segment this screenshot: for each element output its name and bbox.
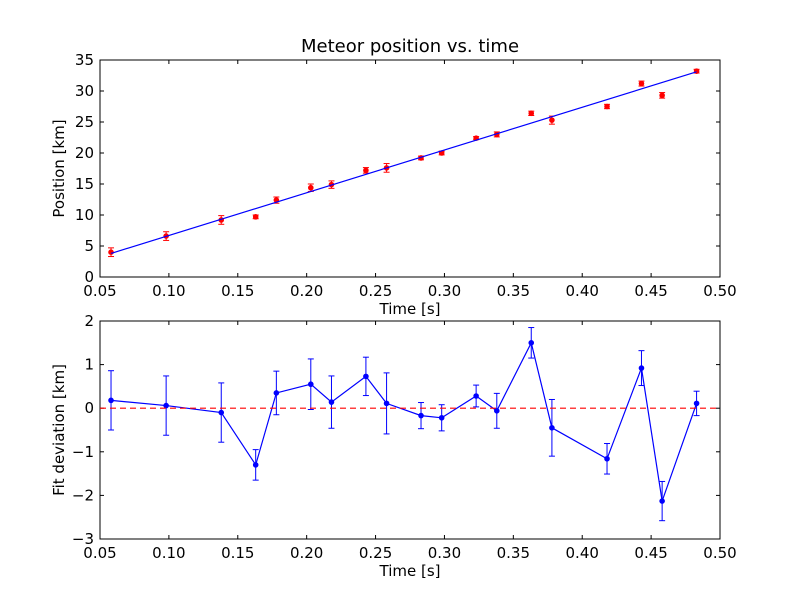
y-tick-label: 0 xyxy=(84,399,94,417)
data-point xyxy=(528,340,535,346)
deviation-line xyxy=(110,341,698,502)
data-point xyxy=(659,92,665,99)
x-axis-label: Time [s] xyxy=(379,300,441,318)
data-point xyxy=(638,365,645,371)
x-tick-label: 0.40 xyxy=(566,282,599,300)
data-point xyxy=(363,167,369,174)
data-point xyxy=(308,381,314,388)
data-point xyxy=(549,425,555,431)
y-tick-label: 10 xyxy=(75,206,94,224)
data-point xyxy=(108,397,114,404)
y-tick-label: 25 xyxy=(75,113,94,131)
x-tick-label: 0.05 xyxy=(83,282,116,300)
y-tick-label: 0 xyxy=(84,268,94,286)
data-point xyxy=(638,80,645,87)
x-tick-label: 0.05 xyxy=(83,544,116,562)
y-axis-label: Fit deviation [km] xyxy=(50,364,68,496)
x-tick-label: 0.45 xyxy=(634,544,667,562)
x-tick-label: 0.20 xyxy=(290,544,323,562)
x-tick-label: 0.25 xyxy=(359,544,392,562)
plot-area xyxy=(108,68,700,258)
y-tick-label: −3 xyxy=(72,530,94,548)
y-tick-label: 20 xyxy=(75,144,94,162)
data-point xyxy=(252,214,259,220)
data-point xyxy=(549,117,555,123)
y-tick-label: 35 xyxy=(75,51,94,69)
x-tick-label: 0.30 xyxy=(428,282,461,300)
data-point xyxy=(418,412,424,419)
y-tick-label: 2 xyxy=(84,312,94,330)
x-tick-label: 0.10 xyxy=(152,282,185,300)
x-axis-label: Time [s] xyxy=(379,562,441,580)
x-tick-label: 0.50 xyxy=(703,282,736,300)
fit-line xyxy=(110,71,697,255)
axes-frame xyxy=(99,320,721,540)
y-tick-label: 1 xyxy=(84,356,94,374)
data-point xyxy=(328,399,335,405)
data-point xyxy=(252,462,259,468)
data-point xyxy=(363,373,369,380)
data-point xyxy=(473,393,479,399)
data-point xyxy=(218,409,225,416)
data-point xyxy=(273,390,280,396)
data-point xyxy=(604,103,610,110)
y-tick-label: 5 xyxy=(84,237,94,255)
data-point xyxy=(604,455,610,462)
data-point xyxy=(659,498,665,504)
x-tick-label: 0.15 xyxy=(221,544,254,562)
plot-area xyxy=(100,327,720,522)
data-point xyxy=(494,408,500,414)
x-tick-label: 0.10 xyxy=(152,544,185,562)
data-point xyxy=(438,414,445,421)
data-point xyxy=(693,400,700,407)
axes-frame xyxy=(99,59,721,278)
data-point xyxy=(163,402,169,409)
x-tick-label: 0.35 xyxy=(497,544,530,562)
x-tick-label: 0.45 xyxy=(634,282,667,300)
data-point xyxy=(308,184,314,191)
y-tick-label: 30 xyxy=(75,82,94,100)
x-tick-label: 0.40 xyxy=(566,544,599,562)
y-tick-label: −1 xyxy=(72,443,94,461)
x-tick-label: 0.30 xyxy=(428,544,461,562)
y-tick-label: −2 xyxy=(72,486,94,504)
chart-title: Meteor position vs. time xyxy=(301,36,519,57)
data-point xyxy=(383,400,390,407)
y-axis-label: Position [km] xyxy=(50,119,68,217)
x-tick-label: 0.50 xyxy=(703,544,736,562)
y-tick-label: 15 xyxy=(75,175,94,193)
data-point xyxy=(108,249,114,255)
x-tick-label: 0.15 xyxy=(221,282,254,300)
chart-2: 0.05 0.10 0.15 0.20 0.25 0.30 0.35 0.40 0.45 0.50… xyxy=(50,312,737,580)
data-point xyxy=(528,110,535,117)
x-tick-label: 0.25 xyxy=(359,282,392,300)
x-tick-label: 0.35 xyxy=(497,282,530,300)
x-tick-label: 0.20 xyxy=(290,282,323,300)
chart-1: 0.05 0.10 0.15 0.20 0.25 0.30 0.35 0.40 0.45 0.50… xyxy=(50,36,737,318)
